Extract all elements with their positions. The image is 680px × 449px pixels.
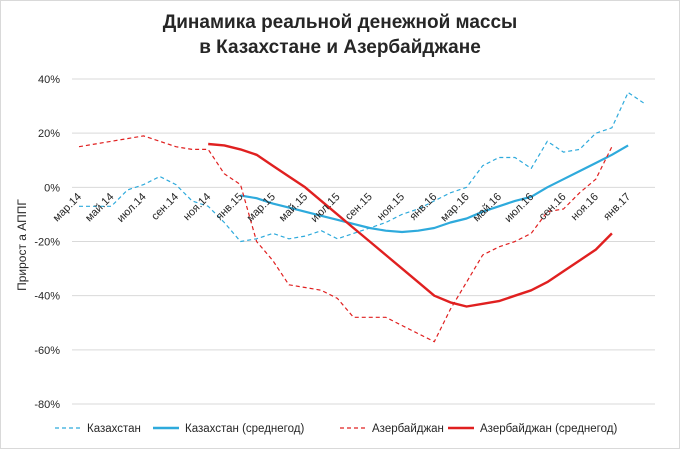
x-tick-label: янв.17 xyxy=(601,191,633,223)
legend-item: Азербайджан xyxy=(340,423,444,435)
x-tick-label: мар.14 xyxy=(51,191,84,224)
x-tick-label: июл.14 xyxy=(115,191,149,225)
chart-title-line-1: Динамика реальной денежной массы xyxy=(162,12,518,33)
gridlines xyxy=(72,78,655,405)
x-tick-label: сен.16 xyxy=(537,191,569,223)
y-tick-label: 40% xyxy=(38,74,60,86)
y-tick-label: 20% xyxy=(38,128,60,140)
y-tick-label: -40% xyxy=(34,291,60,303)
x-tick-label: сен.15 xyxy=(343,191,375,223)
legend-label: Азербайджан xyxy=(372,423,444,435)
legend: Казахстан Казахстан (среднегод) Азербайджа… xyxy=(55,423,617,435)
series-lines xyxy=(78,91,645,343)
legend-label: Казахстан xyxy=(87,423,141,435)
series-line-2 xyxy=(78,135,613,343)
y-tick-label: 0% xyxy=(44,182,60,194)
series-line-0 xyxy=(79,91,645,243)
x-tick-label: янв.15 xyxy=(214,191,246,223)
legend-item: Азербайджан (среднегод) xyxy=(448,423,617,435)
x-tick-label: май.16 xyxy=(471,191,504,224)
legend-label: Казахстан (среднегод) xyxy=(185,423,304,435)
x-tick-label: май.14 xyxy=(83,191,116,224)
chart-title-line-2: в Казахстане и Азербайджане xyxy=(199,37,481,58)
y-axis-label: Прирост а АППГ xyxy=(15,199,29,291)
x-tick-label: май.15 xyxy=(277,191,310,224)
y-tick-label: -80% xyxy=(34,399,60,411)
legend-label: Азербайджан (среднегод) xyxy=(480,423,617,435)
y-axis-ticks: 40% 20% 0% -20% -40% -60% -80% xyxy=(34,74,60,411)
x-tick-label: ноя.15 xyxy=(375,191,407,223)
legend-item: Казахстан xyxy=(55,423,141,435)
series-line-3 xyxy=(208,142,613,308)
chart-title: Динамика реальной денежной массы в Казах… xyxy=(0,10,680,60)
y-tick-label: -20% xyxy=(34,237,60,249)
y-tick-label: -60% xyxy=(34,345,60,357)
x-tick-label: сен.14 xyxy=(149,191,181,223)
x-tick-label: янв.16 xyxy=(407,191,439,223)
x-tick-label: ноя.16 xyxy=(569,191,601,223)
x-tick-label: июл.16 xyxy=(502,191,536,225)
legend-item: Казахстан (среднегод) xyxy=(153,423,304,435)
series-line-1 xyxy=(240,144,629,234)
